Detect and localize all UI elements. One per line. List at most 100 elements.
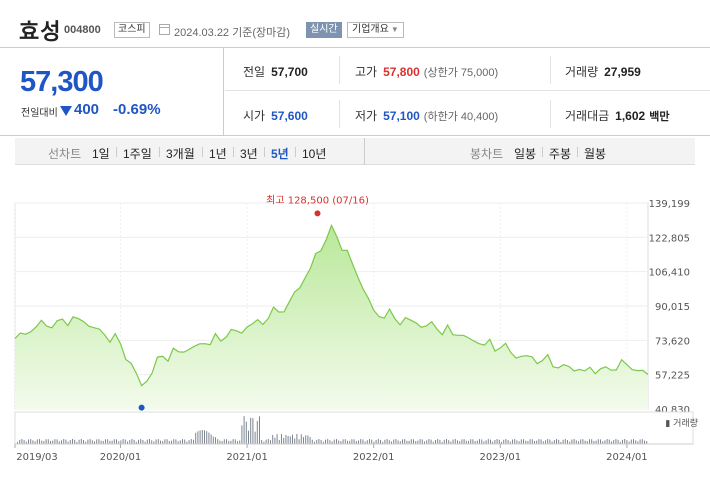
volume-bar — [307, 435, 309, 444]
volume-bar — [490, 439, 491, 444]
volume-bar — [644, 440, 645, 444]
high-annotation: 최고 128,500 (07/16) — [266, 194, 369, 206]
volume-bar — [50, 440, 51, 444]
volume-bar — [311, 439, 313, 444]
volume-bar — [223, 439, 225, 444]
volume-bar — [270, 440, 271, 444]
volume-bar — [305, 435, 307, 444]
tab-3y[interactable]: 3년 — [240, 147, 258, 161]
volume-bar — [393, 439, 395, 444]
volume-bar — [261, 439, 263, 444]
tab-5y[interactable]: 5년 — [271, 147, 289, 161]
volume-bar — [149, 439, 150, 444]
price-box: 57,300 전일대비 400 -0.69% — [0, 48, 224, 135]
tab-daily[interactable]: 일봉 — [514, 147, 537, 161]
tab-3m[interactable]: 3개월 — [166, 147, 195, 161]
y-tick-label: 40,830 — [655, 405, 690, 416]
volume-bar — [100, 440, 102, 444]
tab-1y[interactable]: 1년 — [209, 147, 227, 161]
volume-bar — [76, 441, 78, 444]
volume-bar — [160, 440, 161, 444]
volume-bar — [391, 441, 392, 444]
volume-bar — [424, 441, 425, 444]
volume-bar — [30, 439, 32, 444]
volume-bar — [336, 439, 337, 444]
volume-bar — [355, 441, 357, 444]
volume-bar — [195, 432, 197, 444]
tab-weekly[interactable]: 주봉 — [549, 147, 572, 161]
volume-bar — [245, 421, 247, 444]
tab-10y[interactable]: 10년 — [302, 147, 327, 161]
volume-bar — [296, 434, 298, 444]
volume-bar — [529, 439, 531, 444]
volume-bar — [237, 441, 238, 444]
volume-bar — [353, 439, 355, 444]
volume-bar — [558, 439, 560, 444]
corp-info-label: 기업개요 — [352, 24, 389, 35]
volume-bar — [294, 438, 296, 444]
volume-bar — [124, 439, 126, 444]
tab-monthly[interactable]: 월봉 — [584, 147, 607, 161]
volume-bar — [281, 434, 282, 444]
volume-bar — [364, 441, 366, 444]
volume-bar — [384, 439, 386, 444]
volume-bar — [127, 441, 128, 444]
volume-bar — [399, 441, 401, 444]
volume-bar — [479, 439, 480, 444]
x-tick-label: 2021/01 — [226, 452, 268, 463]
volume-bar — [25, 441, 27, 444]
volume-bar — [155, 439, 157, 444]
volume-bar — [584, 440, 586, 444]
line-chart-label[interactable]: 선차트 — [48, 147, 82, 161]
volume-bar — [421, 439, 423, 444]
volume-bar — [193, 439, 194, 444]
volume-bar — [582, 439, 584, 444]
volume-bar — [146, 439, 148, 444]
tab-1w[interactable]: 1주일 — [123, 147, 152, 161]
volume-bar — [144, 441, 146, 444]
volume-bar — [608, 439, 610, 444]
corp-info-dropdown[interactable]: 기업개요 ▼ — [347, 22, 404, 38]
divider — [339, 56, 340, 84]
volume-bar — [267, 439, 269, 444]
volume-bar — [518, 441, 520, 444]
stat-value: 27,959 — [604, 65, 641, 79]
volume-bar — [571, 439, 573, 444]
volume-bar — [349, 440, 351, 444]
tab-1d[interactable]: 1일 — [92, 147, 110, 161]
volume-bar — [309, 437, 311, 444]
volume-bar — [382, 441, 384, 444]
volume-bar — [553, 440, 555, 444]
volume-bar — [72, 439, 73, 444]
volume-bar — [580, 439, 582, 444]
volume-bar — [637, 441, 639, 444]
divider — [550, 100, 551, 128]
volume-bar — [516, 440, 518, 444]
candle-chart-label[interactable]: 봉차트 — [470, 147, 504, 161]
volume-bar — [87, 439, 89, 444]
volume-bar — [463, 439, 465, 444]
volume-bar — [102, 441, 104, 444]
volume-bar — [206, 431, 208, 444]
divider — [550, 56, 551, 84]
volume-bar — [619, 441, 621, 444]
volume-bar — [80, 439, 82, 444]
volume-bar — [120, 440, 122, 444]
realtime-button[interactable]: 실시간 — [306, 22, 342, 38]
volume-bar — [413, 439, 414, 444]
divider — [542, 147, 543, 157]
volume-bar — [461, 439, 463, 444]
x-tick-label: 2024/01 — [606, 452, 648, 463]
volume-bar — [188, 440, 190, 444]
volume-bar — [373, 441, 375, 444]
volume-bar — [138, 439, 139, 444]
volume-bar — [639, 439, 641, 444]
volume-bar — [177, 441, 179, 444]
volume-bar — [61, 440, 62, 444]
stock-name: 효성 — [19, 19, 62, 44]
volume-bar — [19, 439, 21, 444]
volume-bar — [28, 439, 29, 444]
volume-bar — [437, 439, 439, 444]
volume-bar — [498, 439, 500, 444]
down-arrow-icon — [60, 106, 72, 116]
